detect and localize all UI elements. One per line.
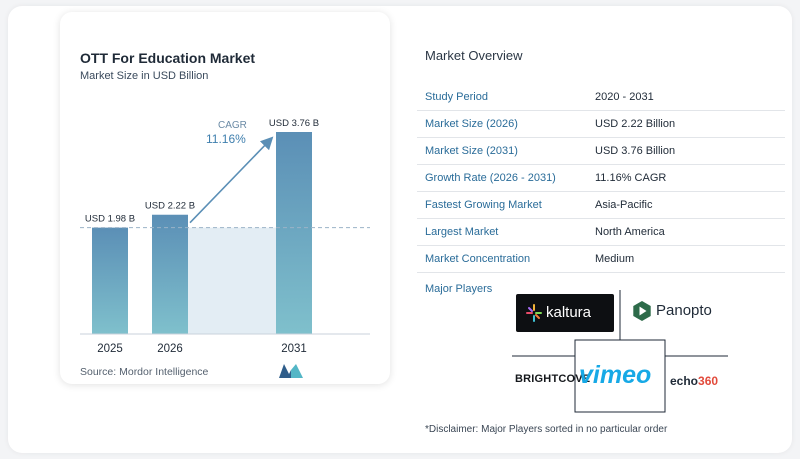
overview-row: Largest Market North America — [417, 218, 785, 246]
overview-value: USD 2.22 Billion — [595, 110, 785, 138]
kaltura-name: kaltura — [546, 304, 592, 321]
data-label-2025: USD 1.98 B — [85, 214, 135, 225]
overview-label: Largest Market — [417, 218, 595, 246]
panopto-name: Panopto — [656, 302, 712, 319]
panopto-logo-icon — [633, 301, 651, 321]
overview-label: Market Size (2031) — [417, 137, 595, 165]
overview-label: Study Period — [417, 84, 595, 111]
x-tick-2025: 2025 — [97, 343, 123, 355]
echo360-number: 360 — [698, 374, 719, 388]
overview-table: Study Period 2020 - 2031 Market Size (202… — [417, 84, 785, 273]
mordor-logo-icon — [279, 364, 303, 378]
data-label-2031: USD 3.76 B — [269, 118, 319, 129]
kaltura-spark-icon — [526, 304, 542, 322]
overview-value: 11.16% CAGR — [595, 164, 785, 192]
overview-label: Market Concentration — [417, 245, 595, 273]
overview-row: Market Concentration Medium — [417, 245, 785, 273]
major-players-label: Major Players — [425, 283, 493, 295]
disclaimer-note: *Disclaimer: Major Players sorted in no … — [425, 424, 668, 435]
overview-value: 2020 - 2031 — [595, 84, 785, 111]
x-tick-2031: 2031 — [281, 343, 307, 355]
bar-2026 — [152, 214, 188, 334]
source-note: Source: Mordor Intelligence — [80, 366, 209, 378]
cagr-label: CAGR — [218, 120, 247, 131]
overview-value: Asia-Pacific — [595, 191, 785, 219]
data-label-2026: USD 2.22 B — [145, 201, 195, 212]
chart-card: OTT For Education Market Market Size in … — [60, 12, 390, 384]
overview-value: USD 3.76 Billion — [595, 137, 785, 165]
overview-label: Growth Rate (2026 - 2031) — [417, 164, 595, 192]
bar-chart: USD 1.98 B 2025 USD 2.22 B 2026 USD 3.76 B 20… — [80, 118, 370, 355]
overview-label: Fastest Growing Market — [417, 191, 595, 219]
overview-label: Market Size (2026) — [417, 110, 595, 138]
brightcove-name: BRIGHTCOVE — [515, 373, 591, 385]
echo360-name: echo — [670, 374, 699, 388]
cagr-value: 11.16% — [206, 132, 246, 146]
overview-row: Market Size (2031) USD 3.76 Billion — [417, 137, 785, 165]
overview-title: Market Overview — [425, 48, 523, 63]
reference-band — [188, 227, 276, 334]
bar-2025 — [92, 227, 128, 334]
chart-subtitle: Market Size in USD Billion — [80, 70, 209, 82]
overview-row: Market Size (2026) USD 2.22 Billion — [417, 110, 785, 138]
echo360-logo: echo360 — [670, 374, 718, 388]
overview-row: Fastest Growing Market Asia-Pacific — [417, 191, 785, 219]
chart-title: OTT For Education Market — [80, 50, 256, 66]
bar-2031 — [276, 132, 312, 334]
overview-value: Medium — [595, 245, 785, 273]
vimeo-name: vimeo — [579, 361, 652, 389]
cagr-arrow — [189, 136, 274, 224]
overview-value: North America — [595, 218, 785, 246]
x-tick-2026: 2026 — [157, 343, 183, 355]
overview-row: Study Period 2020 - 2031 — [417, 84, 785, 111]
overview-row: Growth Rate (2026 - 2031) 11.16% CAGR — [417, 164, 785, 192]
